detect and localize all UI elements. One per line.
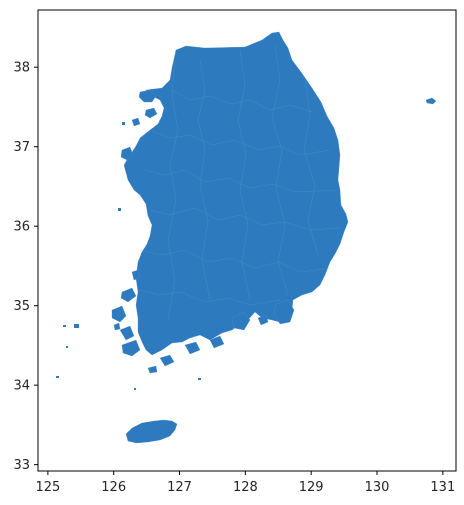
islet-8 bbox=[66, 346, 68, 348]
ulleung-island bbox=[425, 97, 437, 105]
islet-3 bbox=[56, 376, 59, 378]
y-tick-label: 33 bbox=[13, 458, 30, 473]
y-tick-label: 34 bbox=[13, 379, 30, 394]
axes-frame bbox=[37, 9, 457, 472]
namhae-island bbox=[231, 311, 251, 331]
geoje-island bbox=[273, 299, 295, 325]
jeju-island bbox=[125, 419, 178, 444]
south-island-c bbox=[209, 335, 225, 349]
korea-map bbox=[56, 31, 437, 444]
y-tick-label: 35 bbox=[13, 299, 30, 314]
south-island-a bbox=[159, 354, 175, 367]
islet-5 bbox=[122, 122, 125, 125]
west-island-a bbox=[144, 107, 158, 119]
southwest-island-a bbox=[111, 305, 127, 323]
x-tick-label: 130 bbox=[365, 480, 390, 495]
southwest-island-c bbox=[121, 339, 141, 357]
west-island-c bbox=[120, 146, 134, 161]
district-boundaries bbox=[137, 44, 341, 321]
mainland-region bbox=[123, 31, 349, 356]
ganghwa-island bbox=[138, 89, 157, 103]
south-island-e bbox=[147, 365, 158, 374]
x-tick-label: 129 bbox=[299, 480, 324, 495]
islet-1 bbox=[63, 325, 66, 327]
west-island-d bbox=[131, 269, 141, 281]
islet-6 bbox=[134, 388, 136, 390]
y-tick-label: 36 bbox=[13, 220, 30, 235]
southwest-island-d bbox=[113, 322, 121, 331]
x-tick-label: 131 bbox=[430, 480, 455, 495]
x-axis: 125 126 127 128 129 130 131 bbox=[35, 471, 455, 495]
y-axis: 33 34 35 36 37 38 bbox=[13, 61, 38, 473]
south-island-d bbox=[257, 314, 269, 326]
islet-4 bbox=[118, 208, 121, 211]
x-tick-label: 125 bbox=[35, 480, 60, 495]
south-island-b bbox=[184, 341, 201, 355]
islet-7 bbox=[198, 378, 201, 380]
southwest-island-b bbox=[119, 325, 135, 341]
y-tick-label: 37 bbox=[13, 140, 30, 155]
x-tick-label: 128 bbox=[233, 480, 258, 495]
x-tick-label: 126 bbox=[101, 480, 126, 495]
west-island-e bbox=[120, 287, 137, 303]
west-island-b bbox=[131, 117, 141, 127]
y-tick-label: 38 bbox=[13, 61, 30, 76]
islet-2 bbox=[74, 324, 79, 328]
x-tick-label: 127 bbox=[167, 480, 192, 495]
